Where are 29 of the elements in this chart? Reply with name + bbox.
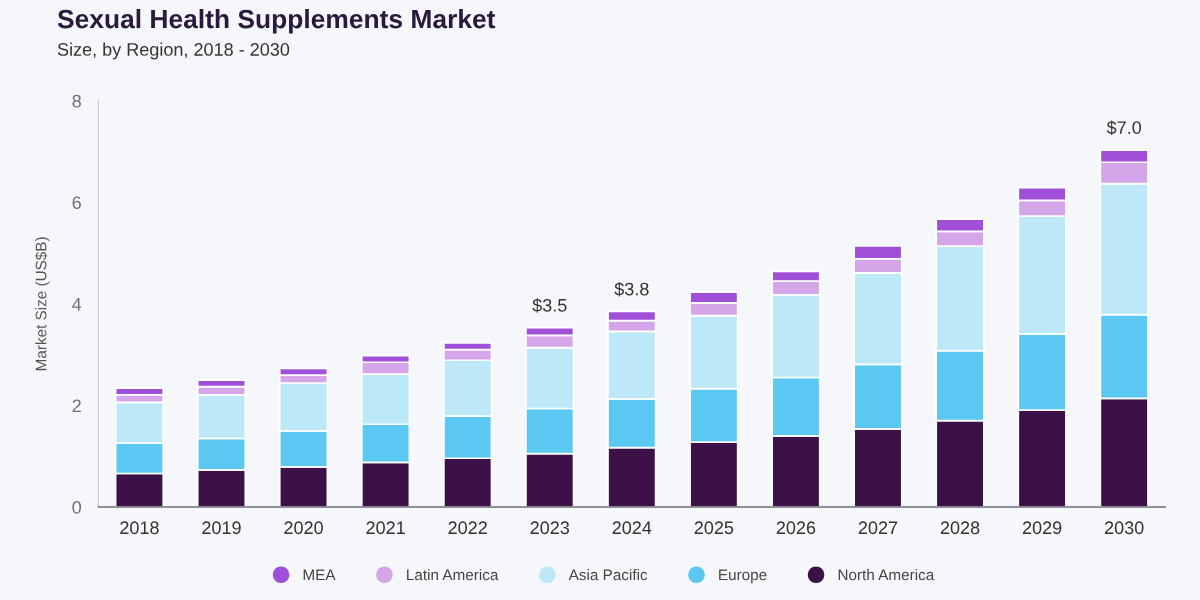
legend-label: North America — [838, 569, 935, 581]
total-label: $7.0 — [1106, 120, 1142, 136]
x-tick-label: 2028 — [940, 521, 980, 535]
x-tick-label: 2018 — [120, 521, 159, 535]
y-tick-label: 0 — [72, 500, 82, 514]
y-axis-title: Market Size (US$B) — [34, 237, 50, 371]
x-tick-label: 2029 — [1022, 521, 1062, 535]
x-tick-label: 2019 — [202, 521, 241, 535]
y-tick-label: 4 — [72, 298, 82, 311]
total-label: $3.5 — [532, 298, 567, 313]
total-label: $3.8 — [614, 281, 649, 297]
legend-label: Europe — [719, 569, 767, 584]
legend-label: MEA — [303, 569, 336, 581]
x-tick-label: 2027 — [858, 521, 898, 535]
legend-label: Latin America — [407, 569, 499, 581]
x-tick-label: 2021 — [366, 521, 405, 535]
x-tick-label: 2025 — [694, 521, 734, 535]
x-tick-label: 2022 — [448, 521, 487, 535]
chart-title: Sexual Health Supplements Market — [57, 9, 496, 34]
x-tick-label: 2023 — [530, 521, 570, 535]
x-tick-label: 2020 — [284, 521, 323, 535]
y-tick-label: 8 — [72, 94, 81, 108]
legend-label: Asia Pacific — [568, 569, 648, 581]
y-tick-label: 6 — [72, 196, 81, 210]
chart-subtitle: Size, by Region, 2018 - 2030 — [57, 42, 290, 60]
x-tick-label: 2030 — [1105, 521, 1144, 535]
x-tick-label: 2024 — [612, 521, 652, 535]
y-tick-label: 2 — [72, 399, 81, 412]
x-tick-label: 2026 — [776, 521, 816, 535]
